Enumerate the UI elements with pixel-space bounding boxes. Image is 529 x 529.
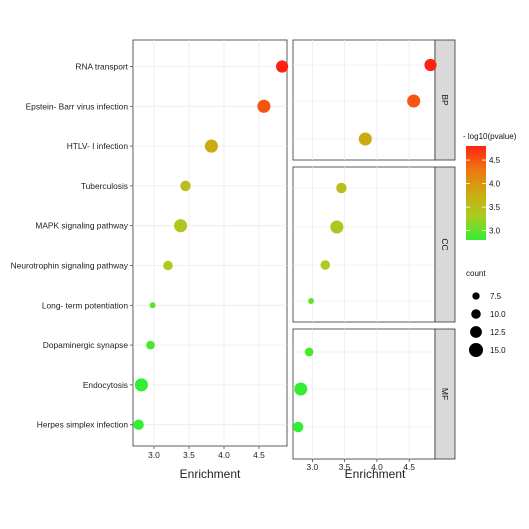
- data-point: [294, 382, 308, 396]
- x-tick-label: 4.0: [218, 450, 230, 460]
- right-faceted-panel: BP CC MF 3.0 3.5 4.0 4.5: [292, 39, 456, 472]
- left-panel-points: [133, 60, 289, 430]
- size-legend-label: 15.0: [490, 346, 506, 355]
- data-point: [149, 302, 156, 309]
- data-point: [275, 60, 289, 73]
- left-x-ticks: 3.0 3.5 4.0 4.5: [148, 446, 265, 460]
- x-tick-label: 4.0: [371, 462, 383, 472]
- size-legend-label: 10.0: [490, 310, 506, 319]
- category-label: Herpes simplex infection: [37, 420, 129, 430]
- facet-strip-label: BP: [440, 94, 450, 106]
- category-labels: RNA transport Epstein- Barr virus infecti…: [11, 62, 133, 430]
- x-tick-label: 3.0: [148, 450, 160, 460]
- data-point: [133, 419, 144, 430]
- data-point: [407, 94, 421, 108]
- category-label: Long- term potentiation: [42, 300, 128, 310]
- x-tick-label: 3.5: [339, 462, 351, 472]
- x-tick-label: 3.0: [307, 462, 319, 472]
- category-label: Dopaminergic synapse: [43, 340, 129, 350]
- size-legend-dot: [472, 292, 480, 300]
- facet-strip: [434, 166, 456, 323]
- data-point: [204, 139, 218, 153]
- color-legend-tick-label: 4.0: [489, 180, 501, 189]
- facet-bp: BP: [292, 39, 456, 161]
- size-legend-title: count: [466, 269, 486, 278]
- data-point: [174, 219, 188, 233]
- facet-strip-label: CC: [440, 238, 450, 250]
- category-label: Tuberculosis: [81, 181, 128, 191]
- category-label: Epstein- Barr virus infection: [26, 101, 129, 111]
- size-legend-dot: [469, 343, 483, 357]
- size-legend-dot: [471, 309, 481, 319]
- category-label: MAPK signaling pathway: [35, 221, 128, 231]
- left-panel: RNA transport Epstein- Barr virus infecti…: [11, 39, 289, 481]
- color-legend-tick-label: 3.5: [489, 203, 501, 212]
- category-label: HTLV- I infection: [67, 141, 129, 151]
- facet-cc: CC: [292, 166, 456, 323]
- facet-mf: MF: [292, 328, 456, 460]
- color-legend-tick-label: 4.5: [489, 156, 501, 165]
- category-label: Endocytosis: [83, 380, 128, 390]
- facet-strip: [434, 328, 456, 460]
- data-point: [336, 182, 347, 194]
- data-point: [292, 421, 304, 433]
- size-legend: count 7.5 10.0 12.5 15.0: [466, 269, 506, 357]
- x-tick-label: 4.5: [403, 462, 415, 472]
- color-legend: - log10(pvalue) 4.5 4.0 3.5 3.0: [463, 132, 517, 240]
- facet-strip: [434, 39, 456, 161]
- data-point: [163, 260, 173, 271]
- data-point: [358, 132, 372, 146]
- color-legend-bar: [466, 146, 486, 240]
- data-point: [134, 378, 148, 392]
- size-legend-dot: [470, 326, 482, 338]
- data-point: [330, 220, 344, 234]
- facet-panel-background: [292, 328, 436, 460]
- data-point: [304, 347, 314, 357]
- data-point: [320, 260, 331, 270]
- category-label: Neurotrophin signaling pathway: [11, 261, 129, 271]
- data-point: [146, 340, 155, 350]
- right-x-ticks: 3.0 3.5 4.0 4.5: [307, 459, 415, 472]
- size-legend-label: 7.5: [490, 292, 502, 301]
- color-legend-title: - log10(pvalue): [463, 132, 517, 141]
- data-point: [257, 99, 271, 113]
- data-point: [424, 58, 437, 72]
- data-point: [180, 180, 191, 192]
- left-x-axis-title: Enrichment: [180, 467, 241, 481]
- size-legend-label: 12.5: [490, 328, 506, 337]
- color-legend-ticks: 4.5 4.0 3.5 3.0: [466, 156, 501, 236]
- color-legend-tick-label: 3.0: [489, 227, 501, 236]
- facet-strip-label: MF: [440, 388, 450, 400]
- right-x-axis-title: Enrichment: [345, 467, 406, 481]
- x-tick-label: 3.5: [183, 450, 195, 460]
- size-legend-items: 7.5 10.0 12.5 15.0: [469, 292, 506, 357]
- x-tick-label: 4.5: [253, 450, 265, 460]
- data-point: [308, 298, 315, 304]
- facet-panel-background: [292, 166, 436, 323]
- category-label: RNA transport: [75, 62, 128, 72]
